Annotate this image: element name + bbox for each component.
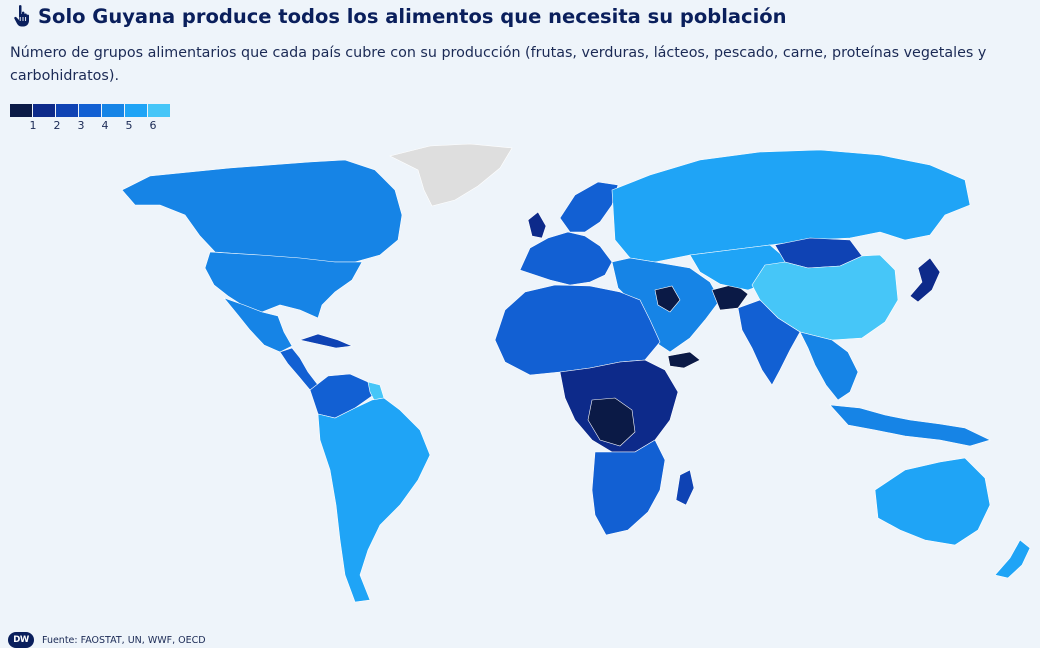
- region-mexico: [223, 297, 293, 353]
- color-legend: 1 2 3 4 5 6: [10, 104, 170, 133]
- legend-swatch-3: [79, 104, 101, 117]
- region-caribbean: [298, 333, 354, 349]
- region-southeast-asia: [799, 331, 859, 401]
- title-text: Solo Guyana produce todos los alimentos …: [38, 4, 787, 28]
- region-western-europe: [519, 231, 613, 286]
- chart-title: Solo Guyana produce todos los alimentos …: [12, 4, 787, 28]
- region-usa: [204, 251, 363, 319]
- region-india: [737, 299, 801, 386]
- source-text: Fuente: FAOSTAT, UN, WWF, OECD: [42, 634, 206, 646]
- legend-labels: 1 2 3 4 5 6: [10, 119, 170, 133]
- footer: DW Fuente: FAOSTAT, UN, WWF, OECD: [8, 632, 206, 648]
- chart-subtitle: Número de grupos alimentarios que cada p…: [10, 45, 987, 84]
- pointing-hand-icon: [14, 5, 29, 27]
- legend-swatch-2: [56, 104, 78, 117]
- legend-label-1: 1: [29, 119, 37, 132]
- legend-bar: [10, 104, 170, 117]
- legend-swatch-4: [102, 104, 124, 117]
- region-greenland: [389, 143, 513, 207]
- legend-swatch-0: [10, 104, 32, 117]
- legend-label-4: 4: [101, 119, 109, 132]
- dw-logo: DW: [8, 632, 34, 648]
- region-dr-congo: [587, 397, 636, 447]
- legend-label-3: 3: [77, 119, 85, 132]
- legend-label-6: 6: [149, 119, 157, 132]
- legend-swatch-1: [33, 104, 55, 117]
- region-north-africa: [494, 284, 661, 376]
- region-indonesia: [829, 404, 991, 447]
- region-uk: [527, 211, 547, 239]
- region-new-zealand: [994, 539, 1031, 579]
- region-yemen: [667, 351, 701, 369]
- region-madagascar: [675, 469, 695, 506]
- legend-label-2: 2: [53, 119, 61, 132]
- region-russia: [611, 149, 971, 263]
- legend-label-5: 5: [125, 119, 133, 132]
- region-canada: [121, 159, 403, 263]
- legend-swatch-6: [148, 104, 170, 117]
- region-iraq: [654, 285, 681, 313]
- world-map: [121, 143, 1031, 603]
- region-japan: [909, 257, 941, 303]
- region-southern-africa: [591, 439, 666, 536]
- region-australia: [874, 457, 991, 546]
- region-south-america: [317, 397, 431, 603]
- legend-swatch-5: [125, 104, 147, 117]
- region-scandinavia: [559, 181, 619, 233]
- region-central-america: [279, 347, 319, 391]
